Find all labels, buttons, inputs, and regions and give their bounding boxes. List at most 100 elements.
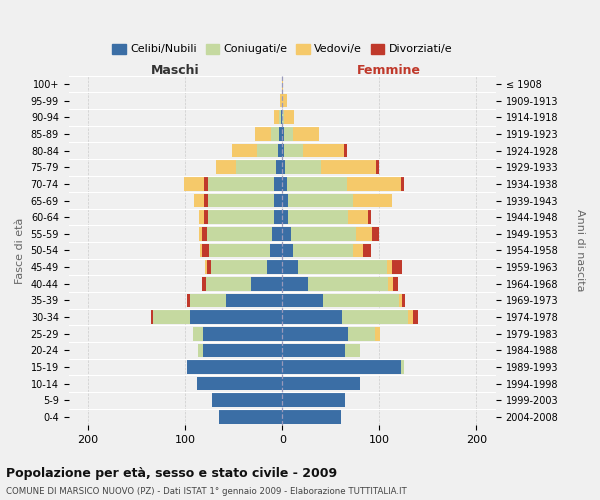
Bar xyxy=(344,144,347,158)
Bar xyxy=(282,77,283,91)
Bar xyxy=(282,110,284,124)
Bar xyxy=(251,277,282,290)
Bar xyxy=(274,194,282,207)
Bar xyxy=(208,177,274,190)
Bar xyxy=(348,210,368,224)
Bar xyxy=(274,210,282,224)
Bar xyxy=(236,160,277,174)
Bar xyxy=(348,327,376,340)
Bar xyxy=(206,277,251,290)
Bar xyxy=(282,410,341,424)
Bar xyxy=(298,260,387,274)
Bar xyxy=(199,227,202,240)
Bar xyxy=(255,127,271,140)
Bar xyxy=(376,327,380,340)
Bar xyxy=(190,310,282,324)
Bar xyxy=(212,394,282,407)
Bar xyxy=(219,410,282,424)
Bar xyxy=(282,327,348,340)
Bar xyxy=(272,227,282,240)
Bar xyxy=(282,194,288,207)
Bar xyxy=(353,194,392,207)
Bar xyxy=(216,160,236,174)
Bar xyxy=(392,260,401,274)
Bar xyxy=(277,160,282,174)
Bar xyxy=(409,310,413,324)
Bar xyxy=(282,377,360,390)
Bar xyxy=(282,227,291,240)
Bar xyxy=(206,227,272,240)
Bar xyxy=(356,227,371,240)
Bar xyxy=(288,210,348,224)
Text: COMUNE DI MARSICO NUOVO (PZ) - Dati ISTAT 1° gennaio 2009 - Elaborazione TUTTITA: COMUNE DI MARSICO NUOVO (PZ) - Dati ISTA… xyxy=(6,487,407,496)
Bar xyxy=(285,160,321,174)
Bar xyxy=(282,127,284,140)
Bar xyxy=(282,260,298,274)
Bar xyxy=(197,377,282,390)
Bar xyxy=(282,310,343,324)
Bar xyxy=(206,260,211,274)
Bar xyxy=(269,244,282,258)
Bar xyxy=(203,327,282,340)
Bar xyxy=(280,94,282,108)
Bar xyxy=(281,110,282,124)
Bar xyxy=(274,110,280,124)
Bar xyxy=(226,294,282,307)
Bar xyxy=(194,194,203,207)
Bar xyxy=(293,244,353,258)
Bar xyxy=(302,144,344,158)
Bar xyxy=(308,277,388,290)
Bar xyxy=(280,110,281,124)
Bar xyxy=(282,177,287,190)
Bar xyxy=(347,177,401,190)
Bar xyxy=(271,127,280,140)
Bar xyxy=(282,210,288,224)
Bar xyxy=(321,160,376,174)
Bar xyxy=(284,144,302,158)
Bar xyxy=(232,144,257,158)
Bar xyxy=(267,260,282,274)
Bar xyxy=(280,127,282,140)
Bar xyxy=(202,277,206,290)
Bar xyxy=(187,360,282,374)
Bar xyxy=(193,327,203,340)
Bar xyxy=(371,227,379,240)
Text: Femmine: Femmine xyxy=(357,64,421,78)
Bar xyxy=(209,244,269,258)
Bar xyxy=(203,194,208,207)
Bar xyxy=(202,244,209,258)
Bar xyxy=(393,277,398,290)
Bar xyxy=(190,294,226,307)
Bar xyxy=(184,177,203,190)
Bar xyxy=(203,344,282,357)
Bar xyxy=(278,144,282,158)
Bar xyxy=(401,360,404,374)
Bar xyxy=(199,210,203,224)
Bar xyxy=(153,310,190,324)
Bar xyxy=(413,310,418,324)
Bar xyxy=(282,344,346,357)
Bar xyxy=(368,210,371,224)
Bar xyxy=(282,294,323,307)
Y-axis label: Fasce di età: Fasce di età xyxy=(15,218,25,284)
Bar xyxy=(388,277,393,290)
Bar xyxy=(282,277,308,290)
Legend: Celibi/Nubili, Coniugati/e, Vedovi/e, Divorziati/e: Celibi/Nubili, Coniugati/e, Vedovi/e, Di… xyxy=(108,39,457,59)
Bar xyxy=(151,310,153,324)
Bar xyxy=(203,177,208,190)
Bar xyxy=(291,227,356,240)
Bar xyxy=(363,244,371,258)
Bar xyxy=(282,160,285,174)
Bar xyxy=(274,177,282,190)
Bar xyxy=(401,294,404,307)
Text: Maschi: Maschi xyxy=(151,64,200,78)
Bar xyxy=(399,294,401,307)
Bar xyxy=(353,244,363,258)
Bar xyxy=(282,360,401,374)
Bar xyxy=(284,127,293,140)
Bar xyxy=(211,260,267,274)
Bar xyxy=(376,160,379,174)
Bar xyxy=(282,144,284,158)
Text: Popolazione per età, sesso e stato civile - 2009: Popolazione per età, sesso e stato civil… xyxy=(6,468,337,480)
Bar xyxy=(287,177,347,190)
